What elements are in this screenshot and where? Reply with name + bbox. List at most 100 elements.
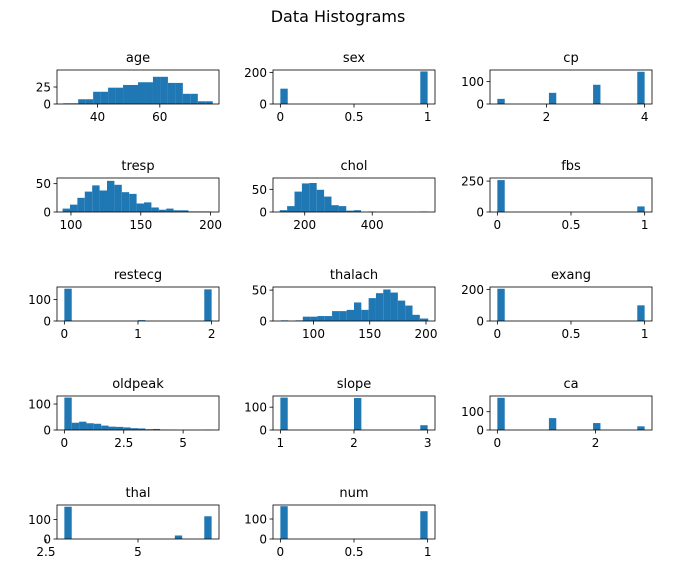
x-tick-label: 150 bbox=[129, 218, 152, 232]
subplot-title: thalach bbox=[330, 268, 378, 283]
y-tick-label: 25 bbox=[36, 81, 51, 95]
axes-frame bbox=[272, 177, 436, 213]
x-tick-label: 150 bbox=[358, 327, 381, 341]
histogram-slope: slope 1 2 3 0 100 bbox=[244, 377, 436, 450]
y-tick-label: 0 bbox=[43, 315, 51, 329]
histogram-bar bbox=[301, 183, 310, 212]
histogram-bar bbox=[412, 314, 420, 321]
histogram-bar bbox=[160, 76, 168, 104]
histogram-bar bbox=[383, 289, 391, 321]
subplot-title: exang bbox=[551, 268, 591, 283]
histogram-bar bbox=[497, 397, 505, 430]
histogram-bar bbox=[84, 191, 93, 212]
histogram-bar bbox=[115, 87, 124, 104]
x-tick-label: 100 bbox=[60, 218, 83, 232]
histogram-bar bbox=[115, 426, 124, 430]
y-tick-label: 50 bbox=[252, 183, 267, 197]
histogram-bar bbox=[71, 422, 80, 430]
histogram-bar bbox=[637, 206, 645, 212]
histogram-bar bbox=[121, 192, 130, 212]
histogram-oldpeak: oldpeak 0 2.5 5 0 100 bbox=[28, 377, 220, 450]
axes-frame bbox=[489, 177, 653, 213]
histogram-bar bbox=[637, 71, 645, 104]
axes-frame bbox=[56, 395, 220, 431]
histogram-bar bbox=[368, 298, 376, 321]
histogram-bar bbox=[497, 180, 505, 212]
axes-frame bbox=[56, 286, 220, 322]
histogram-fbs: fbs 0 0.5 1 0 250 bbox=[461, 159, 653, 232]
y-tick-label: 100 bbox=[461, 405, 484, 419]
histogram-bar bbox=[353, 210, 362, 212]
histogram-cp: cp 2 4 0 100 bbox=[461, 51, 653, 124]
x-tick-label: 4 bbox=[641, 110, 649, 124]
x-tick-label: 0 bbox=[494, 218, 502, 232]
histogram-bar bbox=[420, 425, 428, 430]
histogram-bar bbox=[62, 208, 70, 212]
histogram-bar bbox=[324, 316, 333, 321]
histogram-bar bbox=[99, 190, 107, 212]
histogram-bar bbox=[548, 418, 557, 430]
histogram-bar bbox=[280, 397, 288, 430]
histogram-bar bbox=[86, 423, 94, 430]
histogram-bar bbox=[152, 428, 161, 430]
axes-frame bbox=[56, 504, 220, 540]
histogram-bar bbox=[354, 398, 362, 430]
histogram-bar bbox=[167, 82, 176, 104]
y-tick-label: 200 bbox=[244, 66, 267, 80]
y-tick-label: 0 bbox=[476, 98, 484, 112]
x-tick-label: 3 bbox=[424, 436, 432, 450]
histogram-bar bbox=[107, 180, 115, 212]
axes-frame bbox=[56, 177, 220, 213]
histogram-bar bbox=[64, 288, 72, 321]
histogram-bar bbox=[420, 511, 428, 539]
y-tick-label: 250 bbox=[461, 175, 484, 189]
histogram-bar bbox=[78, 99, 86, 104]
histogram-bar bbox=[204, 516, 212, 539]
x-tick-label: 400 bbox=[361, 218, 384, 232]
histogram-bar bbox=[138, 82, 146, 104]
histogram-bar bbox=[324, 196, 332, 212]
y-tick-label: 100 bbox=[28, 513, 51, 527]
x-tick-label: 1 bbox=[424, 110, 432, 124]
y-tick-label: 100 bbox=[461, 75, 484, 89]
subplot-title: num bbox=[339, 486, 368, 501]
y-tick-label: 50 bbox=[36, 177, 51, 191]
histogram-bar bbox=[205, 101, 213, 104]
histogram-bar bbox=[123, 84, 131, 104]
axes-frame bbox=[272, 504, 436, 540]
histogram-bar bbox=[405, 305, 413, 321]
histogram-bar bbox=[204, 289, 212, 321]
x-tick-label: 2.5 bbox=[114, 436, 133, 450]
subplot-title: tresp bbox=[121, 159, 154, 174]
axes-frame bbox=[272, 69, 436, 105]
histogram-bar bbox=[197, 101, 206, 104]
x-tick-label: 2 bbox=[208, 327, 216, 341]
histogram-bar bbox=[287, 206, 295, 212]
histogram-exang: exang 0 0.5 1 0 200 bbox=[461, 268, 653, 341]
histogram-num: num 0 0.5 1 0 100 bbox=[244, 486, 436, 559]
x-tick-label: 1 bbox=[641, 218, 649, 232]
histogram-bar bbox=[85, 99, 94, 104]
x-tick-label: 60 bbox=[152, 110, 167, 124]
histogram-bar bbox=[64, 397, 72, 430]
histogram-bar bbox=[138, 320, 146, 321]
x-tick-label: 0 bbox=[61, 327, 69, 341]
histogram-bar bbox=[338, 206, 347, 212]
histogram-bar bbox=[92, 185, 100, 212]
subplot-title: cp bbox=[563, 51, 578, 66]
histogram-bar bbox=[173, 210, 182, 212]
histogram-bar bbox=[637, 305, 645, 321]
histogram-bar bbox=[108, 87, 116, 104]
x-tick-label: 40 bbox=[90, 110, 105, 124]
y-tick-label: 0 bbox=[476, 315, 484, 329]
histogram-bar bbox=[93, 423, 102, 430]
histogram-bar bbox=[145, 82, 153, 104]
histogram-bar bbox=[497, 288, 505, 321]
x-tick-label: 5 bbox=[134, 545, 142, 559]
histogram-bar bbox=[108, 426, 116, 430]
histogram-bar bbox=[593, 84, 601, 104]
x-tick-label: 0 bbox=[277, 545, 285, 559]
histogram-bar bbox=[309, 182, 317, 212]
x-tick-label: 5 bbox=[179, 436, 187, 450]
